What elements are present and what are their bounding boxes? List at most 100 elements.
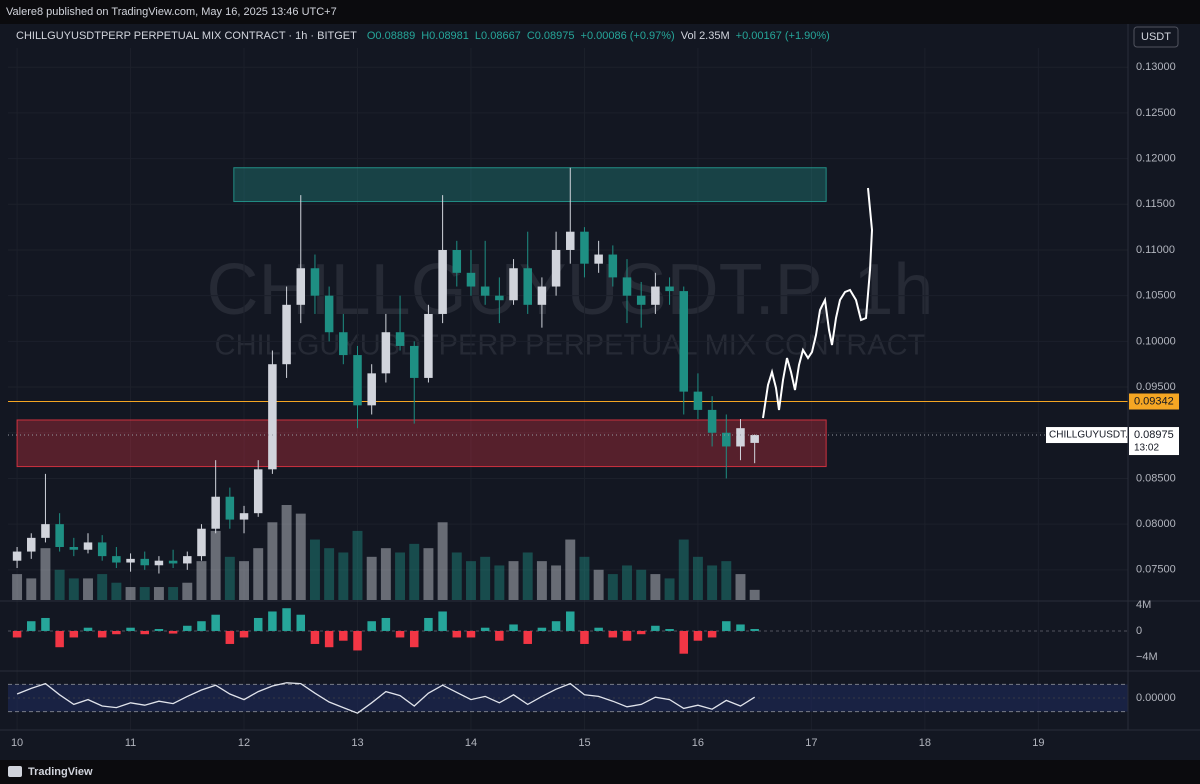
candle-body	[41, 524, 50, 538]
delta-bar	[310, 630, 320, 644]
candle-body	[183, 556, 192, 564]
level-tag	[1129, 393, 1179, 410]
delta-bar	[83, 627, 93, 631]
x-tick-label: 14	[465, 737, 477, 749]
candle-body	[154, 560, 164, 566]
delta-bar	[438, 611, 447, 631]
y-tick-label: 0.12000	[1136, 152, 1176, 164]
volume-bar	[253, 548, 264, 600]
candle-body	[282, 304, 291, 365]
delta-bar	[750, 629, 759, 631]
candle-body	[594, 254, 603, 264]
volume-bar	[380, 548, 391, 600]
candle-body	[27, 537, 36, 552]
volume-bar	[54, 569, 65, 600]
delta-bar	[608, 630, 618, 638]
candle-body	[722, 432, 731, 447]
x-tick-label: 16	[692, 737, 704, 749]
delta-bar	[183, 625, 192, 631]
volume-bar	[707, 565, 718, 600]
y-tick-label: 0.11000	[1136, 244, 1175, 256]
delta-bar	[27, 621, 36, 631]
volume-bar	[451, 552, 462, 600]
volume-bar	[593, 569, 604, 600]
y-tick-label: 0.13000	[1136, 61, 1176, 73]
volume-bar	[366, 556, 377, 600]
candle-body	[495, 295, 504, 301]
candle-body	[225, 496, 235, 520]
delta-bar	[651, 625, 660, 631]
delta-bar	[225, 630, 235, 644]
level-label: 0.09342	[1134, 395, 1174, 407]
delta-bar	[253, 617, 263, 631]
volume-bar	[749, 589, 760, 600]
candle-body	[608, 254, 618, 278]
volume-bar	[622, 565, 632, 600]
delta-tick-label: 0	[1136, 625, 1142, 637]
candle-body	[665, 286, 674, 292]
volume-bar	[551, 565, 562, 600]
delta-bar	[679, 630, 688, 654]
volume-bar	[295, 513, 306, 600]
candle-body	[126, 558, 135, 563]
candle-body	[253, 469, 263, 514]
y-tick-label: 0.07500	[1136, 564, 1176, 576]
x-tick-label: 18	[919, 737, 931, 749]
volume-bar	[97, 574, 108, 600]
x-tick-label: 15	[578, 737, 590, 749]
y-tick-label: 0.08500	[1136, 472, 1176, 484]
delta-tick-label: 4M	[1136, 599, 1151, 611]
delta-bar	[693, 630, 703, 641]
delta-bar	[339, 630, 348, 641]
volume-bar	[607, 574, 618, 600]
delta-bar	[636, 630, 646, 635]
candle-body	[83, 542, 93, 550]
candle-body	[651, 286, 660, 305]
volume-bar	[678, 539, 689, 600]
delta-bar	[622, 630, 632, 641]
volume-bar	[352, 530, 363, 600]
volume-bar	[224, 556, 235, 600]
currency-button[interactable]	[1133, 26, 1179, 48]
y-tick-label: 0.12500	[1136, 107, 1176, 119]
volume-bar	[423, 548, 434, 600]
last-price-tag	[1129, 427, 1179, 456]
y-tick-label: 0.10000	[1136, 335, 1176, 347]
candle-body	[750, 435, 759, 443]
candle-body	[12, 551, 22, 561]
volume-bar	[139, 587, 150, 600]
volume-bar	[494, 565, 505, 600]
delta-bar	[707, 630, 717, 638]
candle-body	[679, 291, 688, 392]
volume-bar	[40, 548, 51, 600]
currency-label[interactable]: USDT	[1141, 31, 1171, 43]
delta-tick-label: −4M	[1136, 651, 1158, 663]
delta-bar	[665, 629, 674, 631]
candle-body	[523, 268, 532, 305]
delta-bar	[97, 630, 107, 638]
volume-bar	[395, 552, 406, 600]
candle-body	[112, 556, 121, 563]
delta-bar	[268, 611, 277, 631]
legend: CHILLGUYUSDTPERP PERPETUAL MIX CONTRACT …	[16, 30, 830, 42]
volume-bar	[153, 587, 164, 600]
candle-body	[211, 496, 220, 529]
candle-body	[622, 277, 632, 296]
countdown: 13:02	[1134, 443, 1159, 454]
volume-bar	[338, 552, 349, 600]
delta-bar	[367, 621, 376, 631]
volume-bar	[111, 582, 122, 600]
volume-bar	[522, 552, 533, 600]
legend-value: C0.08975	[527, 30, 575, 42]
delta-bar	[168, 630, 178, 634]
delta-bar	[523, 630, 532, 644]
delta-bar	[381, 617, 391, 631]
delta-bar	[154, 629, 164, 631]
footer-bar	[0, 760, 1200, 784]
x-tick-label: 13	[351, 737, 363, 749]
volume-bar	[480, 556, 491, 600]
delta-bar	[736, 624, 745, 631]
candle-body	[268, 364, 277, 470]
volume-bar	[565, 539, 576, 600]
